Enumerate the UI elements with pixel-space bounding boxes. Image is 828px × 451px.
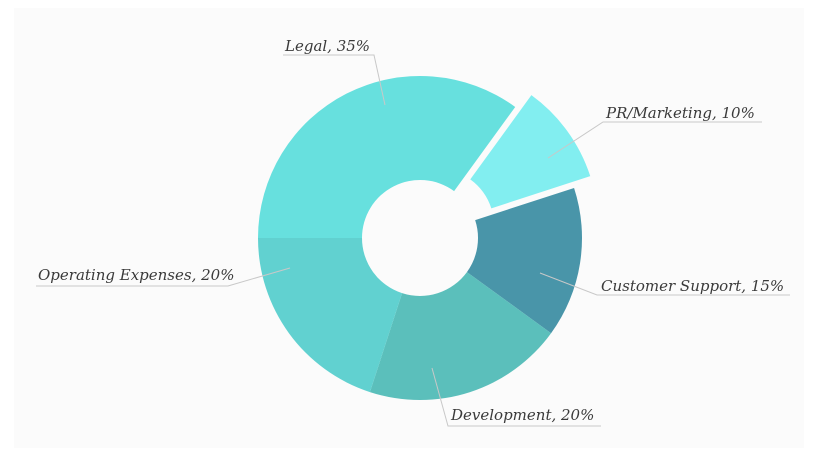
slice-development[interactable] <box>369 272 552 400</box>
slice-label-legal: Legal, 35% <box>284 37 370 55</box>
leader-line-customer-support <box>539 272 790 296</box>
leader-line-operating-expenses <box>36 267 291 287</box>
slice-label-development: Development, 20% <box>450 406 594 424</box>
slice-label-pr-marketing: PR/Marketing, 10% <box>605 104 755 122</box>
slice-label-customer-support: Customer Support, 15% <box>601 277 784 295</box>
leader-line-legal <box>283 54 386 106</box>
slices-layer <box>258 76 591 400</box>
slice-legal[interactable] <box>258 76 516 238</box>
leader-line-development <box>431 367 601 427</box>
slice-operating-expenses[interactable] <box>258 238 403 393</box>
slice-pr-marketing[interactable] <box>470 95 591 209</box>
leaders-layer <box>36 54 790 427</box>
slice-label-operating-expenses: Operating Expenses, 20% <box>38 266 234 284</box>
labels-layer: PR/Marketing, 10% Customer Support, 15% De… <box>38 37 784 424</box>
slice-customer-support[interactable] <box>466 187 582 334</box>
leader-line-pr-marketing <box>547 121 762 159</box>
